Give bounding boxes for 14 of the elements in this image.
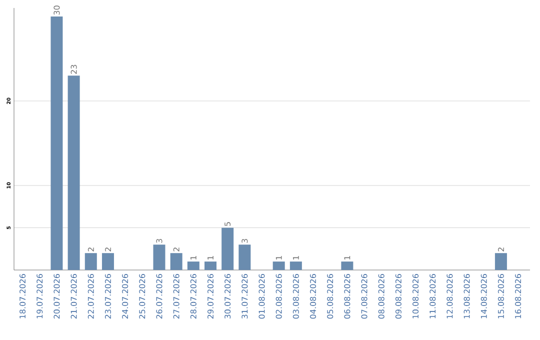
bar	[341, 262, 354, 270]
bar	[102, 253, 114, 270]
bar	[238, 244, 251, 270]
bar	[153, 244, 166, 270]
bar	[187, 262, 200, 270]
bar	[290, 262, 302, 270]
bar	[68, 76, 80, 270]
bar	[170, 253, 182, 270]
bar	[222, 228, 234, 270]
bar	[84, 253, 97, 270]
bar	[494, 253, 507, 270]
bar	[50, 16, 63, 270]
bar	[204, 262, 216, 270]
bar	[272, 262, 285, 270]
